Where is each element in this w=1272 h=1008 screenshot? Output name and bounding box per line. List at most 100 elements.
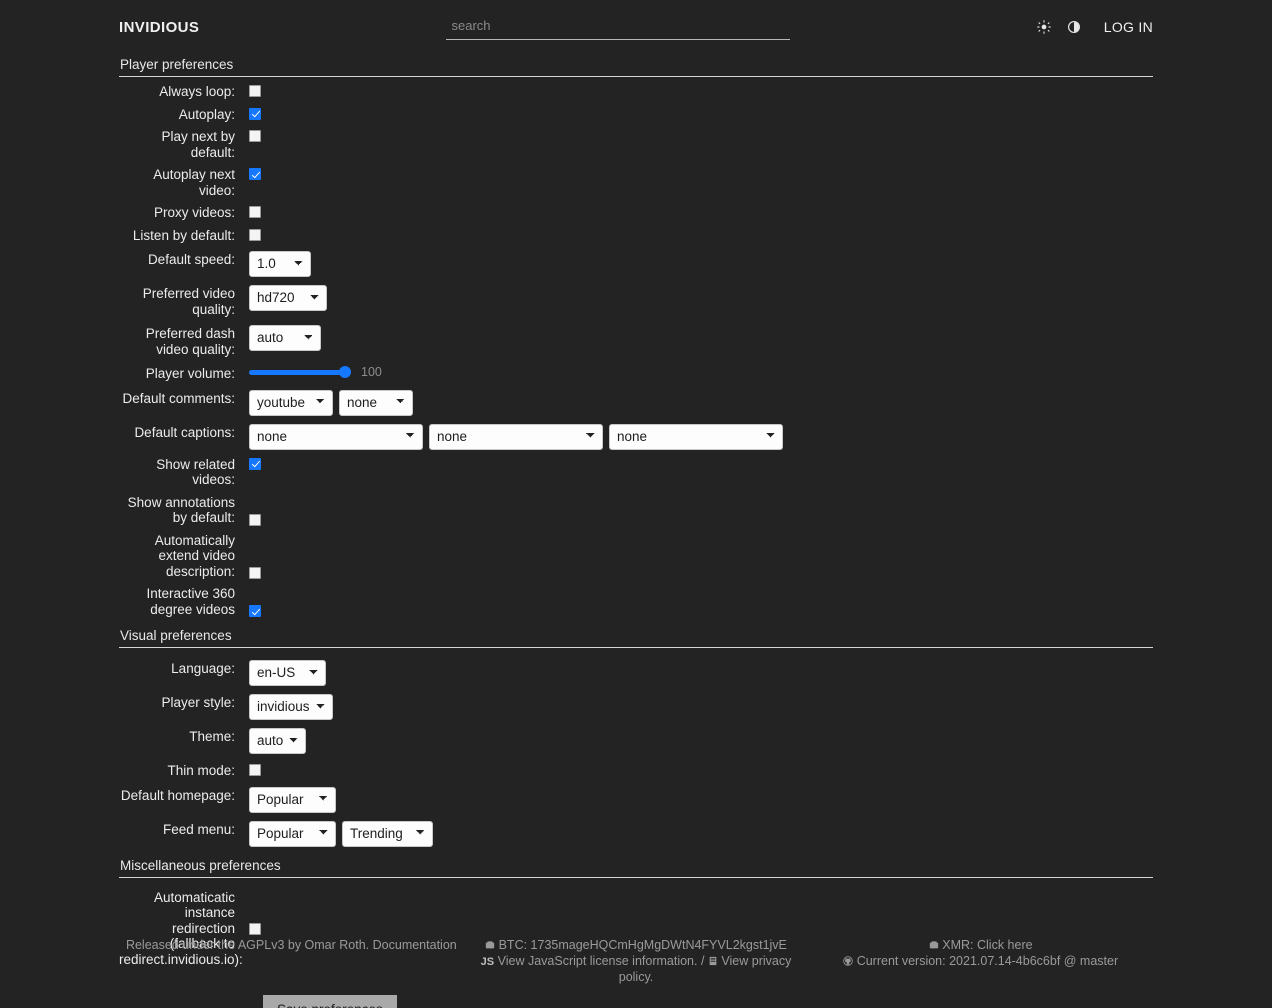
- footer-version-link[interactable]: Current version: 2021.07.14-4b6c6bf @ ma…: [856, 954, 1119, 968]
- row-language: Language: en-US: [119, 660, 1153, 686]
- footer-documentation-link[interactable]: Documentation: [372, 938, 457, 952]
- footer-separator: /: [700, 954, 705, 968]
- row-player-volume: Player volume: 100: [119, 365, 1153, 382]
- row-always-loop: Always loop:: [119, 83, 1153, 100]
- footer-btc-link[interactable]: BTC: 1735mageHQCmHgMgDWtN4FYVL2kgst1jvE: [498, 938, 787, 952]
- row-extend-description: Automatically extend video description:: [119, 532, 1153, 579]
- select-default-captions-2[interactable]: none: [429, 423, 603, 450]
- sun-icon[interactable]: [1036, 19, 1052, 35]
- row-autoplay: Autoplay:: [119, 106, 1153, 123]
- legend-visual-preferences: Visual preferences: [119, 628, 1153, 648]
- select-default-comments-2[interactable]: none: [339, 389, 413, 416]
- row-default-homepage: Default homepage: Popular: [119, 786, 1153, 813]
- label-default-comments: Default comments:: [122, 390, 235, 406]
- monero-icon: [929, 939, 939, 954]
- value-player-volume: 100: [361, 365, 382, 379]
- bitcoin-icon: [485, 939, 495, 954]
- row-play-next-by-default: Play next by default:: [119, 128, 1153, 160]
- select-player-style[interactable]: invidious: [249, 694, 333, 720]
- row-autoplay-next-video: Autoplay next video:: [119, 166, 1153, 198]
- row-default-captions: Default captions: none none none: [119, 423, 1153, 450]
- login-link[interactable]: LOG IN: [1103, 19, 1153, 35]
- js-license-badge: JS: [480, 956, 495, 968]
- book-icon: [708, 955, 718, 970]
- checkbox-thin-mode[interactable]: [249, 764, 261, 776]
- checkbox-show-annotations[interactable]: [249, 513, 261, 526]
- row-show-annotations: Show annotations by default:: [119, 494, 1153, 526]
- search-container: [199, 14, 1035, 40]
- row-default-comments: Default comments: youtube none: [119, 389, 1153, 416]
- contrast-icon[interactable]: [1066, 19, 1082, 35]
- row-feed-menu: Feed menu: Popular Trending: [119, 820, 1153, 847]
- select-language[interactable]: en-US: [249, 660, 326, 686]
- label-interactive-360: Interactive 360 degree videos: [146, 586, 235, 617]
- label-play-next-by-default: Play next by default:: [161, 129, 235, 160]
- select-default-comments-1[interactable]: youtube: [249, 389, 333, 416]
- save-preferences-button[interactable]: Save preferences: [263, 995, 397, 1008]
- label-preferred-dash-video-quality: Preferred dash video quality:: [145, 326, 235, 357]
- brand-logo[interactable]: INVIDIOUS: [119, 18, 200, 36]
- row-show-related-videos: Show related videos:: [119, 456, 1153, 488]
- select-default-speed[interactable]: 1.0: [249, 251, 311, 277]
- label-autoplay: Autoplay:: [178, 106, 235, 122]
- label-automatic-instance-redirection: Automaticatic instance redirection (fall…: [119, 889, 243, 967]
- select-default-homepage[interactable]: Popular: [249, 786, 336, 813]
- row-default-speed: Default speed: 1.0: [119, 251, 1153, 277]
- row-player-style: Player style: invidious: [119, 694, 1153, 720]
- row-interactive-360: Interactive 360 degree videos: [119, 585, 1153, 617]
- row-preferred-dash-video-quality: Preferred dash video quality: auto: [119, 325, 1153, 357]
- footer-xmr-link[interactable]: XMR: Click here: [942, 938, 1033, 952]
- checkbox-autoplay-next-video[interactable]: [249, 168, 261, 180]
- label-default-speed: Default speed:: [147, 252, 235, 267]
- checkbox-interactive-360[interactable]: [249, 605, 261, 617]
- footer-center: BTC: 1735mageHQCmHgMgDWtN4FYVL2kgst1jvE …: [464, 938, 809, 985]
- label-listen-by-default: Listen by default:: [132, 227, 235, 243]
- label-extend-description: Automatically extend video description:: [154, 532, 235, 579]
- row-preferred-video-quality: Preferred video quality: hd720: [119, 285, 1153, 317]
- row-thin-mode: Thin mode:: [119, 762, 1153, 779]
- row-proxy-videos: Proxy videos:: [119, 204, 1153, 221]
- select-feed-menu-2[interactable]: Trending: [342, 820, 433, 847]
- checkbox-proxy-videos[interactable]: [249, 206, 261, 218]
- label-language: Language:: [171, 661, 235, 676]
- select-default-captions-3[interactable]: none: [609, 423, 783, 450]
- github-icon: [843, 955, 853, 970]
- checkbox-automatic-instance-redirection[interactable]: [249, 922, 261, 935]
- player-preferences-group: Always loop: Autoplay: Play next by defa…: [119, 83, 1153, 617]
- checkbox-show-related-videos[interactable]: [249, 457, 261, 470]
- label-feed-menu: Feed menu:: [162, 821, 235, 837]
- label-preferred-video-quality: Preferred video quality:: [142, 286, 235, 317]
- slider-player-volume[interactable]: [249, 366, 351, 378]
- select-feed-menu-1[interactable]: Popular: [249, 820, 336, 847]
- footer-right: XMR: Click here Current version: 2021.07…: [808, 938, 1153, 985]
- row-listen-by-default: Listen by default:: [119, 227, 1153, 244]
- checkbox-play-next-by-default[interactable]: [249, 130, 261, 142]
- save-row-spacer: [119, 995, 249, 996]
- row-automatic-instance-redirection: Automaticatic instance redirection (fall…: [119, 889, 1153, 968]
- checkbox-always-loop[interactable]: [249, 85, 261, 97]
- checkbox-listen-by-default[interactable]: [249, 228, 261, 241]
- label-theme: Theme:: [189, 729, 235, 744]
- label-proxy-videos: Proxy videos:: [153, 205, 235, 220]
- label-player-style: Player style:: [161, 695, 235, 710]
- select-default-captions-1[interactable]: none: [249, 423, 423, 450]
- label-player-volume: Player volume:: [145, 366, 235, 381]
- footer: Released under the AGPLv3 by Omar Roth. …: [0, 938, 1272, 985]
- checkbox-extend-description[interactable]: [249, 567, 261, 579]
- checkbox-autoplay[interactable]: [249, 107, 261, 120]
- label-show-annotations: Show annotations by default:: [127, 494, 235, 526]
- select-theme[interactable]: auto: [249, 728, 306, 754]
- search-input[interactable]: [445, 14, 790, 40]
- footer-privacy-policy-link[interactable]: View privacy policy.: [618, 954, 792, 984]
- row-theme: Theme: auto: [119, 728, 1153, 754]
- label-default-homepage: Default homepage:: [120, 787, 235, 803]
- footer-js-license-link[interactable]: View JavaScript license information.: [497, 954, 698, 968]
- visual-preferences-group: Language: en-US Player style: invidious …: [119, 660, 1153, 847]
- select-preferred-video-quality[interactable]: hd720: [249, 285, 327, 311]
- misc-preferences-group: Automaticatic instance redirection (fall…: [119, 889, 1153, 1008]
- label-autoplay-next-video: Autoplay next video:: [153, 167, 235, 198]
- navbar-actions: LOG IN: [1036, 19, 1153, 35]
- select-preferred-dash-video-quality[interactable]: auto: [249, 325, 321, 351]
- row-save-preferences: Save preferences: [119, 995, 1153, 1008]
